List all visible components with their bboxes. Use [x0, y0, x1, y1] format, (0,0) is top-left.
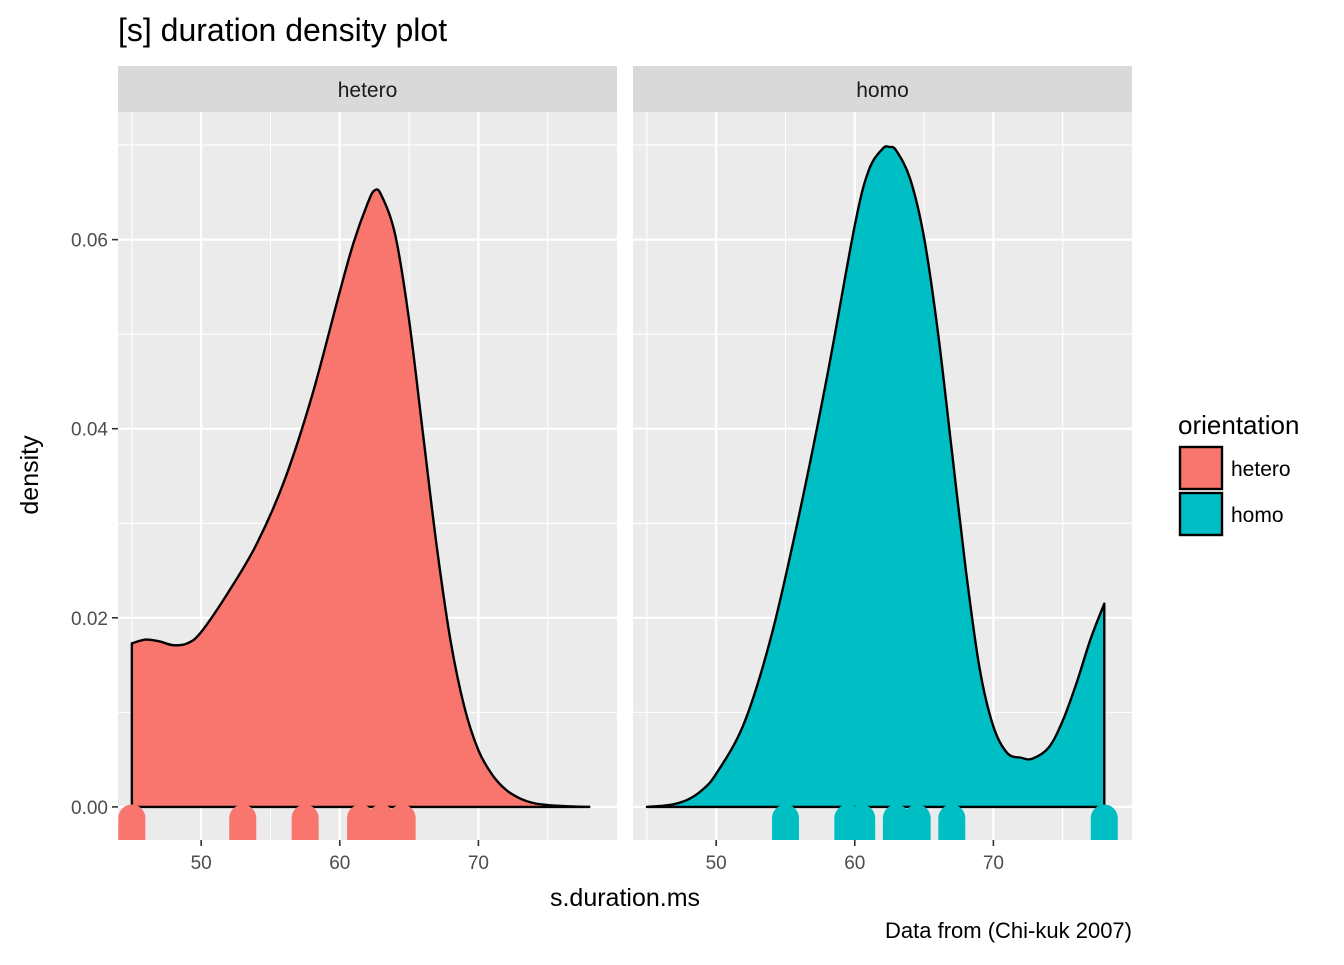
density-area-hetero: [130, 188, 591, 809]
x-tick-label: 50: [191, 853, 212, 874]
rug-mark: [882, 804, 910, 840]
legend-key-homo: [1178, 491, 1224, 537]
x-tick-label: 70: [983, 853, 1004, 874]
rug-mark: [367, 804, 395, 840]
rug-mark: [388, 804, 416, 840]
legend-key-hetero: [1178, 445, 1224, 491]
y-tick-label: 0.02: [71, 609, 108, 630]
density-area-homo: [645, 145, 1106, 809]
rug-mark: [903, 804, 931, 840]
x-tick-label: 50: [706, 853, 727, 874]
panel-hetero: hetero 50 60 70: [118, 66, 617, 874]
rug-mark: [291, 804, 319, 840]
facet-panels: hetero 50 60 70 homo 50 60 70: [118, 66, 1132, 874]
y-tick-label: 0.00: [71, 798, 108, 819]
x-axis-title: s.duration.ms: [550, 884, 700, 912]
x-tick-label: 60: [329, 853, 350, 874]
rug-mark: [118, 804, 146, 840]
y-tick-label: 0.06: [71, 231, 108, 252]
legend-title: orientation: [1178, 410, 1299, 440]
facet-strip-hetero: [118, 66, 617, 112]
chart-caption: Data from (Chi-kuk 2007): [885, 918, 1132, 943]
legend: orientation hetero homo: [1178, 410, 1299, 537]
x-tick-label: 70: [468, 853, 489, 874]
rug-mark: [771, 804, 799, 840]
chart-title: [s] duration density plot: [118, 12, 447, 48]
rug-mark: [229, 804, 257, 840]
rug-mark: [347, 804, 375, 840]
facet-strip-homo: [633, 66, 1132, 112]
facet-strip-label: hetero: [338, 79, 398, 102]
y-axis-title: density: [16, 435, 44, 515]
legend-label: hetero: [1231, 458, 1291, 481]
x-tick-label: 60: [844, 853, 865, 874]
rug-mark: [938, 804, 966, 840]
y-axis: 0.00 0.02 0.04 0.06: [71, 231, 118, 819]
legend-label: homo: [1231, 504, 1284, 527]
panel-homo: homo 50 60 70: [633, 66, 1132, 874]
facet-strip-label: homo: [856, 79, 909, 102]
rug-mark: [848, 804, 876, 840]
rug-mark: [1090, 804, 1118, 840]
y-tick-label: 0.04: [71, 420, 108, 441]
